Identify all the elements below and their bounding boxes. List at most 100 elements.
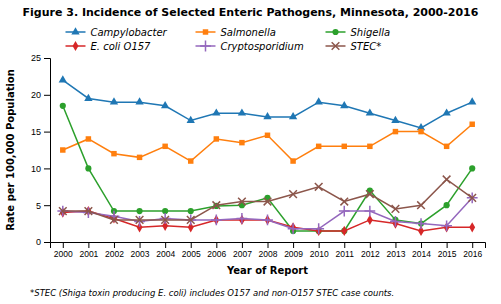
series-line (63, 106, 472, 231)
series-marker (263, 112, 271, 119)
legend-item: Shigella (326, 27, 391, 38)
y-tick: 25 (31, 53, 50, 63)
x-tick-label: 2015 (438, 249, 457, 259)
series-marker (162, 144, 167, 149)
y-axis-line (44, 59, 51, 243)
y-axis-title: Rate per 100,000 Population (5, 69, 16, 231)
x-tick-mark (421, 242, 422, 248)
series-marker (238, 198, 246, 206)
x-tick-mark (447, 242, 448, 248)
series-marker (315, 97, 323, 104)
series-marker (340, 198, 348, 206)
x-tick-label: 2000 (54, 249, 73, 259)
legend-label: E. coli O157 (91, 41, 152, 52)
x-tick: 2015 (438, 242, 457, 259)
x-tick-mark (344, 242, 345, 248)
plot-area (57, 75, 477, 236)
x-tick-label: 2006 (207, 249, 226, 259)
series-marker (238, 108, 246, 115)
y-tick-label: 15 (31, 127, 41, 137)
series-line (63, 80, 472, 128)
legend-marker (203, 29, 208, 34)
legend-marker (73, 41, 79, 51)
y-axis: 0510152025 (31, 53, 51, 247)
x-tick: 2010 (310, 242, 329, 259)
series-marker (469, 165, 475, 171)
x-tick-label: 2016 (463, 249, 482, 259)
y-tick-label: 5 (36, 201, 41, 211)
legend-marker (200, 41, 211, 52)
legend-item: STEC* (326, 41, 382, 52)
y-tick-mark (44, 168, 50, 169)
y-tick-mark (44, 132, 50, 133)
series-marker (444, 202, 450, 208)
x-tick: 2002 (105, 242, 124, 259)
series-marker (214, 136, 219, 141)
x-tick-label: 2012 (361, 249, 380, 259)
x-tick-label: 2003 (131, 249, 150, 259)
x-tick: 2013 (386, 242, 405, 259)
x-tick: 2001 (79, 242, 98, 259)
y-tick: 5 (36, 201, 50, 211)
series-marker (265, 133, 270, 138)
series-marker (161, 216, 169, 224)
x-tick: 2006 (207, 242, 226, 259)
x-tick-mark (165, 242, 166, 248)
x-tick: 2000 (54, 242, 73, 259)
x-tick-mark (395, 242, 396, 248)
footnote: *STEC (Shiga toxin producing E. coli) in… (30, 288, 394, 298)
series-marker (316, 144, 321, 149)
series-marker (469, 122, 474, 127)
legend-marker (71, 27, 79, 34)
series-marker (237, 213, 248, 224)
x-tick: 2014 (412, 242, 431, 259)
series-marker (211, 215, 222, 226)
series-marker (136, 208, 142, 214)
series-marker (264, 198, 272, 206)
x-tick-mark (88, 242, 89, 248)
series-marker (86, 136, 91, 141)
x-tick-mark (472, 242, 473, 248)
series-marker (364, 206, 375, 217)
legend-label: Salmonella (221, 27, 276, 38)
x-tick-mark (293, 242, 294, 248)
legend-marker (332, 42, 340, 50)
y-tick-mark (44, 205, 50, 206)
series-marker (60, 147, 65, 152)
y-tick: 10 (31, 164, 50, 174)
x-tick: 2008 (259, 242, 278, 259)
series-marker (212, 108, 220, 115)
series-marker (160, 213, 171, 224)
legend-item: Cryptosporidium (196, 41, 304, 52)
y-tick-label: 10 (31, 164, 41, 174)
series-marker (137, 155, 142, 160)
legend-label: STEC* (351, 41, 382, 52)
series-marker (85, 207, 93, 215)
series-marker (441, 220, 452, 231)
series-marker (110, 97, 118, 104)
x-axis: 2000200120022003200420052006200720082009… (51, 242, 486, 259)
series-marker (136, 216, 144, 224)
series-marker (342, 144, 347, 149)
series-marker (187, 116, 195, 123)
series-marker (288, 223, 299, 234)
series-marker (391, 116, 399, 123)
series-marker (239, 140, 244, 145)
series-marker (367, 144, 372, 149)
series-marker (366, 108, 374, 115)
x-tick: 2004 (156, 242, 175, 259)
series-marker (469, 222, 475, 232)
y-tick-mark (44, 95, 50, 96)
series-marker (187, 216, 195, 224)
x-tick: 2003 (131, 242, 150, 259)
series-marker (161, 101, 169, 108)
x-axis-line (51, 243, 486, 249)
series-marker (135, 97, 143, 104)
series-marker (392, 205, 400, 213)
series-marker (111, 151, 116, 156)
x-tick: 2011 (336, 242, 355, 259)
x-tick-mark (216, 242, 217, 248)
x-tick-label: 2011 (336, 249, 355, 259)
series-marker (110, 216, 118, 224)
x-tick-label: 2007 (233, 249, 252, 259)
